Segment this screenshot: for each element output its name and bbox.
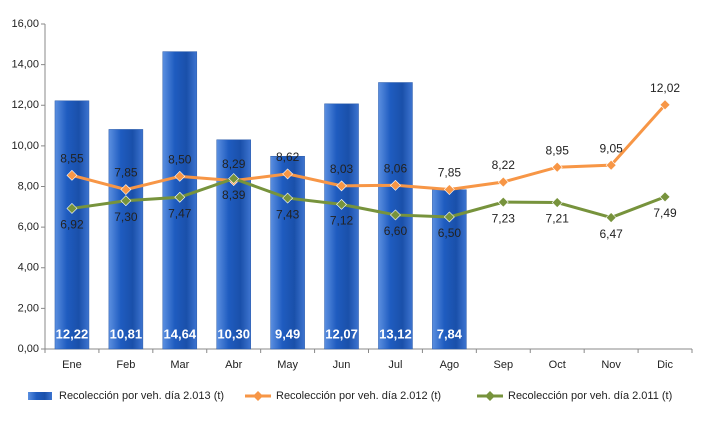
x-tick-label: Jun — [333, 359, 351, 371]
marker — [336, 198, 347, 210]
point-label: 7,85 — [438, 166, 462, 180]
point-label: 8,06 — [384, 161, 408, 175]
x-tick-label: Nov — [601, 359, 621, 371]
marker — [66, 203, 78, 214]
y-tick-label: 0,00 — [18, 343, 39, 355]
bar — [108, 129, 144, 350]
point-label: 8,62 — [276, 150, 300, 164]
y-tick-label: 8,00 — [18, 180, 39, 192]
bar-value-label: 12,22 — [56, 326, 89, 341]
marker — [174, 191, 186, 203]
y-tick-label: 10,00 — [11, 140, 39, 152]
point-label: 7,30 — [114, 210, 138, 224]
x-tick-label: Ene — [62, 359, 82, 371]
line — [71, 103, 667, 192]
point-label: 12,02 — [650, 81, 680, 95]
legend-label: Recolección por veh. día 2.013 (t) — [59, 390, 224, 402]
marker — [659, 99, 671, 111]
legend-label: Recolección por veh. día 2.012 (t) — [276, 390, 441, 402]
marker — [66, 169, 78, 181]
point-label: 8,55 — [60, 152, 84, 166]
point-label: 7,49 — [653, 206, 677, 220]
legend-swatch — [28, 392, 52, 400]
point-label: 7,23 — [492, 211, 516, 225]
bar-value-label: 7,84 — [437, 326, 463, 341]
bar — [54, 100, 90, 350]
y-tick-label: 4,00 — [18, 262, 39, 274]
bar-value-label: 10,30 — [217, 326, 250, 341]
bar — [324, 103, 359, 350]
point-label: 7,21 — [546, 212, 570, 226]
y-tick-label: 2,00 — [18, 302, 39, 314]
y-tick-label: 12,00 — [11, 99, 39, 111]
x-tick-label: Sep — [494, 359, 514, 371]
point-label: 8,39 — [222, 188, 246, 202]
marker — [390, 179, 401, 191]
marker — [551, 197, 563, 208]
marker — [551, 161, 563, 173]
bar-value-label: 10,81 — [110, 326, 143, 341]
x-tick-label: May — [277, 359, 298, 371]
point-label: 7,85 — [114, 166, 138, 180]
marker — [659, 191, 671, 203]
bar-value-label: 14,64 — [164, 326, 197, 341]
bar-value-label: 9,49 — [275, 326, 300, 341]
point-label: 8,03 — [330, 162, 354, 176]
marker — [443, 184, 455, 195]
x-tick-label: Feb — [116, 359, 135, 371]
marker — [605, 159, 617, 171]
marker — [282, 168, 294, 180]
point-label: 9,05 — [599, 141, 623, 155]
x-tick-label: Abr — [225, 359, 242, 371]
x-tick-label: Oct — [549, 359, 566, 371]
point-label: 8,95 — [546, 143, 570, 157]
marker — [390, 209, 401, 221]
bar — [216, 139, 251, 350]
bar-value-label: 13,12 — [379, 326, 412, 341]
marker — [228, 173, 240, 185]
marker — [174, 170, 186, 182]
point-label: 6,50 — [438, 226, 462, 240]
marker — [282, 192, 294, 204]
legend-marker — [253, 391, 263, 401]
marker — [497, 176, 509, 188]
marker — [120, 195, 132, 207]
bar-value-label: 12,07 — [325, 326, 358, 341]
point-label: 7,47 — [168, 206, 192, 220]
point-label: 6,92 — [60, 218, 84, 232]
point-label: 6,47 — [599, 227, 623, 241]
x-tick-label: Mar — [170, 359, 189, 371]
point-label: 8,22 — [492, 158, 516, 172]
marker — [120, 184, 132, 195]
x-tick-label: Ago — [440, 359, 460, 371]
y-tick-label: 6,00 — [18, 221, 39, 233]
marker — [497, 196, 509, 208]
marker — [605, 212, 617, 224]
point-label: 6,60 — [384, 224, 408, 238]
point-label: 7,43 — [276, 207, 300, 221]
point-label: 8,29 — [222, 157, 246, 171]
marker — [443, 211, 455, 223]
x-tick-label: Dic — [657, 359, 673, 371]
marker — [336, 180, 347, 192]
line — [71, 176, 666, 220]
x-tick-label: Jul — [388, 359, 402, 371]
point-label: 8,50 — [168, 153, 192, 167]
y-tick-label: 16,00 — [11, 18, 39, 30]
bar — [270, 155, 305, 350]
point-label: 7,12 — [330, 214, 354, 228]
legend-marker — [485, 391, 495, 401]
y-tick-label: 14,00 — [11, 59, 39, 71]
legend-label: Recolección por veh. día 2.011 (t) — [508, 390, 672, 402]
